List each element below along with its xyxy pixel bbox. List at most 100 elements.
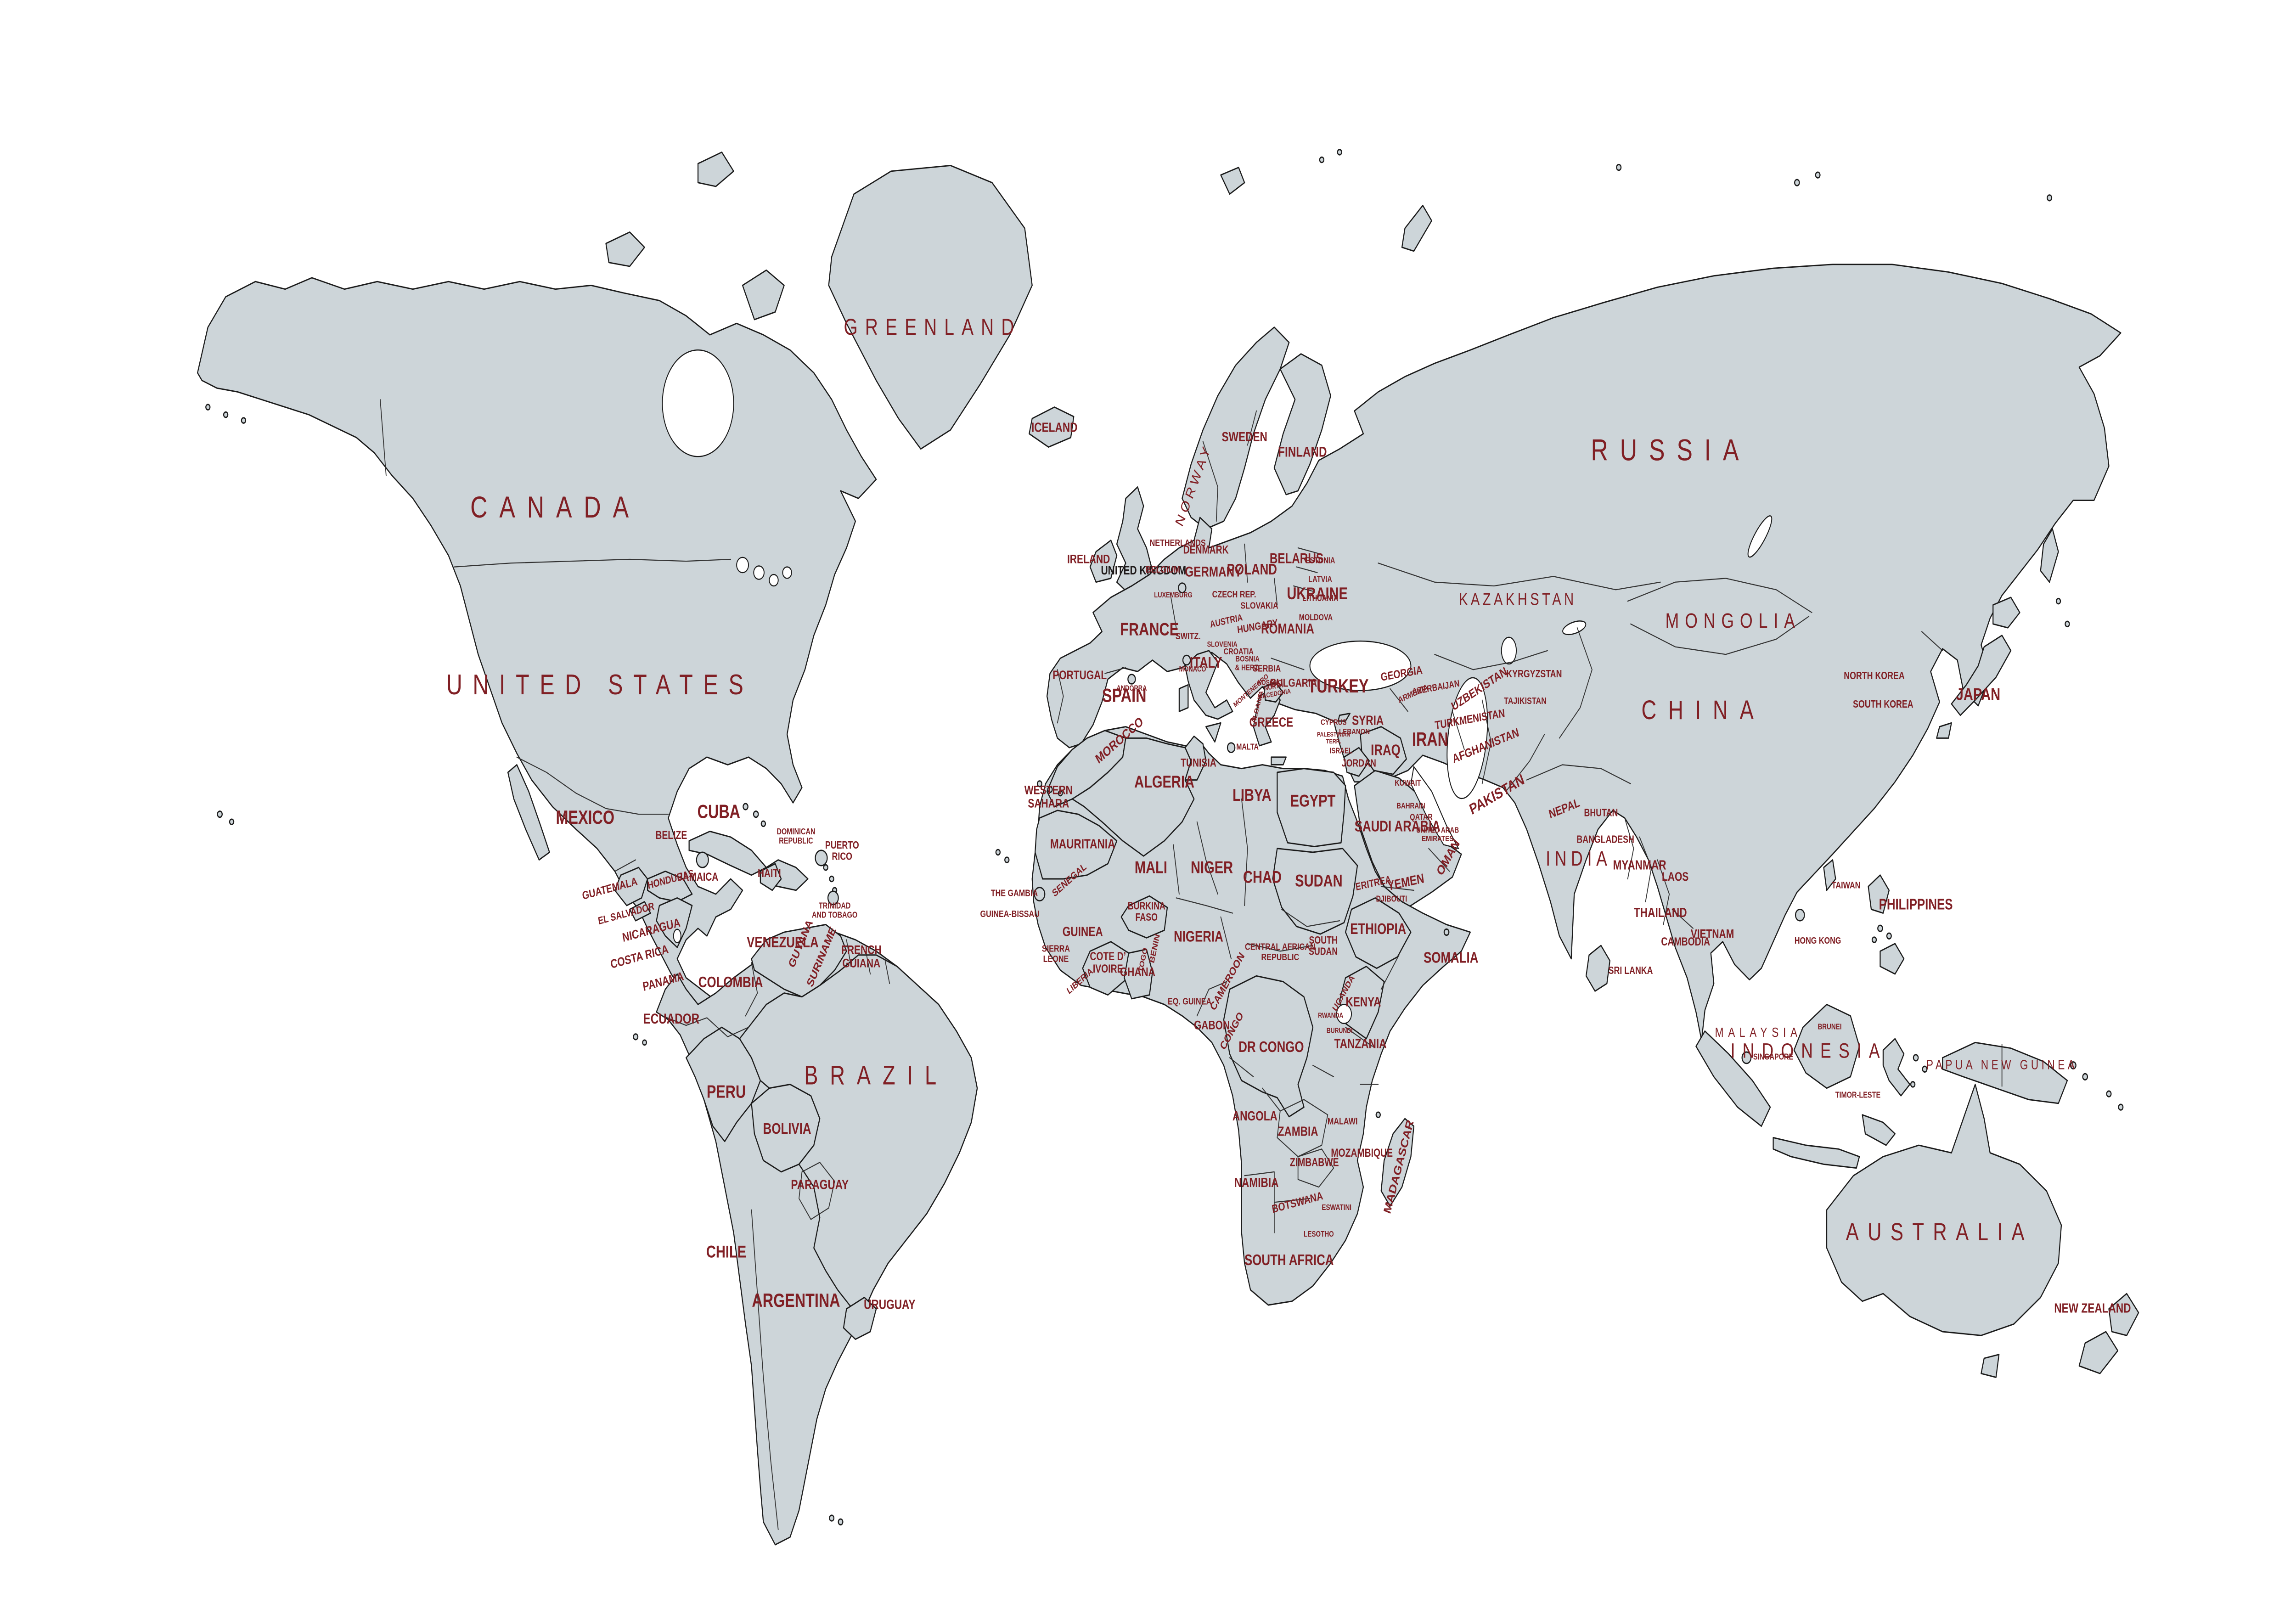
- label-russia: RUSSIA: [1591, 433, 1750, 467]
- label-somalia: SOMALIA: [1424, 949, 1478, 966]
- label-philippines: PHILIPPINES: [1879, 896, 1953, 913]
- label-united-states: UNITED STATES: [446, 669, 754, 700]
- country-kenya: [1339, 966, 1385, 1040]
- country-dr-congo: [1223, 975, 1314, 1118]
- label-serbia: SERBIA: [1253, 663, 1281, 673]
- island-dot: [1058, 790, 1063, 797]
- island-dot: [223, 411, 229, 418]
- island-dot: [1616, 163, 1622, 171]
- label-puerto-rico: PUERTO RICO: [825, 839, 859, 862]
- country-guatemala: [614, 867, 648, 906]
- island-tasmania: [1981, 1354, 2000, 1378]
- island-svalbard: [1220, 167, 1245, 195]
- country-baja-california: [507, 764, 550, 861]
- label-lebanon: LEBANON: [1339, 728, 1370, 737]
- island-ellesmere: [697, 151, 734, 187]
- label-monaco: MONACO: [1179, 665, 1206, 674]
- country-japan-kyushu: [1936, 722, 1952, 739]
- label-czech-rep: CZECH REP.: [1212, 589, 1256, 599]
- island-dot: [241, 417, 247, 424]
- country-haiti: [760, 863, 782, 891]
- marker-monaco: [1182, 654, 1191, 666]
- label-china: CHINA: [1641, 696, 1765, 726]
- island-dot: [642, 1039, 647, 1046]
- label-croatia: CROATIA: [1224, 647, 1254, 656]
- label-qatar: QATAR: [1410, 812, 1433, 822]
- label-malaysia: MALAYSIA: [1715, 1024, 1802, 1040]
- island-dot: [1871, 936, 1877, 943]
- label-iran: IRAN: [1412, 728, 1448, 750]
- lake-victoria: [1336, 1004, 1352, 1024]
- black-sea: [1309, 640, 1412, 692]
- island-dot: [1886, 932, 1892, 940]
- country-ireland: [1089, 540, 1118, 583]
- island-dot: [2065, 620, 2070, 628]
- label-nigeria: NIGERIA: [1174, 928, 1223, 945]
- label-andorra: ANDORRA: [1116, 684, 1147, 692]
- label-ireland: IRELAND: [1067, 552, 1110, 566]
- label-belgium: BELGIUM: [1146, 564, 1180, 574]
- label-burkina-faso: BURKINA FASO: [1128, 900, 1165, 923]
- label-moldova: MOLDOVA: [1299, 613, 1333, 622]
- label-malta: MALTA: [1236, 742, 1259, 752]
- label-south-sudan: SOUTH SUDAN: [1309, 934, 1338, 957]
- label-chad: CHAD: [1243, 868, 1282, 887]
- label-ghana: GHANA: [1120, 965, 1155, 979]
- island-dot: [1443, 928, 1450, 936]
- country-sri-lanka: [1585, 945, 1610, 992]
- country-uruguay: [843, 1296, 877, 1340]
- label-jamaica: JAMAICA: [678, 871, 718, 883]
- island-dot: [205, 404, 211, 411]
- label-ukraine: UKRAINE: [1287, 585, 1348, 603]
- label-guinea-bissau: GUINEA-BISSAU: [980, 908, 1040, 919]
- label-angola: ANGOLA: [1232, 1108, 1277, 1123]
- label-costa-rica: COSTA RICA: [609, 942, 669, 972]
- country-venezuela: [751, 923, 847, 998]
- label-singapore: SINGAPORE: [1753, 1052, 1793, 1062]
- label-kosovo: KOSOVO: [1257, 678, 1282, 686]
- label-lithuania: LITHUANIA: [1302, 593, 1338, 603]
- label-kuwait: KUWAIT: [1395, 778, 1421, 788]
- label-tajikistan: TAJIKISTAN: [1504, 695, 1547, 706]
- label-brazil: BRAZIL: [804, 1061, 948, 1091]
- label-portugal: PORTUGAL: [1052, 669, 1107, 682]
- country-cote-divoire: [1082, 941, 1130, 996]
- hudson-bay: [662, 349, 734, 457]
- label-denmark: DENMARK: [1183, 543, 1229, 556]
- island-dot: [1004, 856, 1010, 863]
- country-new-zealand-north: [2108, 1293, 2139, 1336]
- label-mexico: MEXICO: [556, 806, 614, 828]
- label-australia: AUSTRALIA: [1846, 1218, 2033, 1246]
- island-dot: [2070, 1061, 2077, 1069]
- country-egypt: [1277, 768, 1346, 848]
- country-el-salvador: [629, 901, 651, 922]
- island-dot: [1375, 1111, 1381, 1118]
- label-colombia: COLOMBIA: [698, 974, 763, 991]
- label-timor-leste: TIMOR-LESTE: [1835, 1090, 1881, 1100]
- label-south-korea: SOUTH KOREA: [1853, 698, 1913, 710]
- island-dot: [1794, 179, 1800, 186]
- label-eq-guinea: EQ. GUINEA: [1168, 996, 1211, 1006]
- small-islands: [205, 149, 2124, 1525]
- label-djibouti: DJIBOUTI: [1376, 894, 1407, 904]
- great-lake: [753, 565, 765, 580]
- island-dot: [2106, 1090, 2112, 1097]
- label-jordan: JORDAN: [1342, 758, 1376, 770]
- label-western-sahara: WESTERN SAHARA: [1024, 783, 1073, 810]
- country-timor: [1862, 1114, 1896, 1146]
- country-indonesia-sumatra: [1695, 1030, 1771, 1127]
- marker-singapore: [1741, 1051, 1752, 1064]
- label-luxemburg: LUXEMBURG: [1154, 591, 1192, 599]
- island-dot: [1047, 786, 1053, 793]
- label-laos: LAOS: [1662, 870, 1688, 884]
- label-paraguay: PARAGUAY: [791, 1177, 849, 1192]
- label-cuba: CUBA: [698, 801, 740, 822]
- label-north-korea: NORTH KOREA: [1844, 670, 1905, 682]
- country-iceland: [1029, 406, 1075, 448]
- label-tanzania: TANZANIA: [1334, 1036, 1387, 1051]
- country-north-macedonia: [1263, 682, 1284, 703]
- island-dot: [1877, 924, 1883, 932]
- country-mauritania: [1035, 810, 1118, 880]
- island-dot: [829, 1514, 835, 1522]
